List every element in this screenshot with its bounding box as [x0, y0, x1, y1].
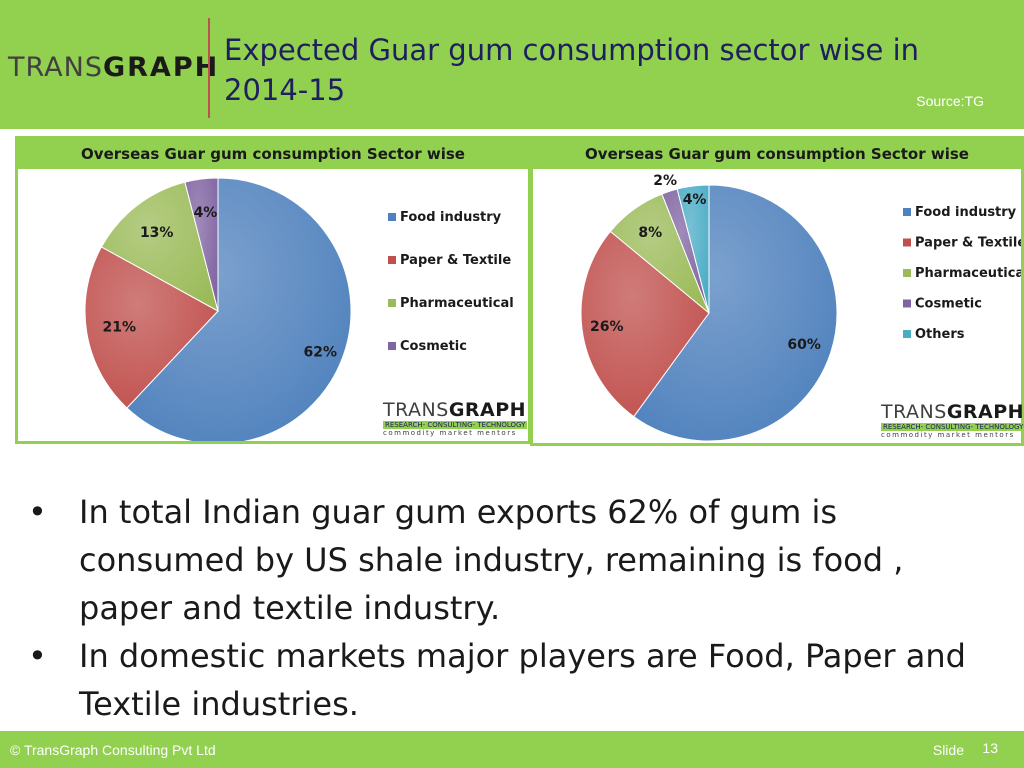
legend-swatch — [388, 256, 396, 264]
legend-swatch — [903, 208, 911, 216]
data-label: 62% — [304, 344, 338, 360]
pie-chart-1: 62% 21% 13% 4% Food industry Paper & Textile P… — [84, 177, 514, 441]
data-label: 26% — [590, 319, 624, 335]
footer-slide-number: 13 — [982, 740, 998, 756]
legend-item: Food industry — [400, 210, 502, 225]
legend-swatch — [903, 269, 911, 277]
transgraph-logo: TRANSGRAPH — [8, 52, 219, 83]
chart-logo: TRANSGRAPH RESEARCH- CONSULTING- TECHNOL… — [383, 399, 528, 437]
chart-logo-subline: commodity market mentors — [383, 429, 517, 437]
pie-slice-pharmaceutical — [100, 181, 219, 312]
slide-title: Expected Guar gum consumption sector wis… — [224, 33, 920, 107]
footer-copyright: © TransGraph Consulting Pvt Ltd — [10, 742, 216, 758]
chart-panel-overseas-1: Overseas Guar gum consumption Sector wis… — [15, 136, 531, 444]
legend-swatch — [903, 238, 911, 247]
pie-slice-food-industry — [633, 184, 838, 442]
legend-swatch — [903, 330, 911, 338]
chart-logo-light: TRANS — [881, 401, 947, 423]
bullet-list: In total Indian guar gum exports 62% of … — [28, 488, 988, 728]
chart-logo-tagline: RESEARCH- CONSULTING- TECHNOLOGY — [881, 423, 1024, 431]
chart-logo-bold: GRAPH — [448, 399, 527, 421]
legend-item: Others — [915, 327, 965, 342]
data-label: 13% — [140, 225, 174, 241]
data-label: 21% — [102, 320, 136, 336]
legend-swatch — [903, 299, 911, 308]
chart-logo-tagline: RESEARCH- CONSULTING- TECHNOLOGY — [383, 421, 528, 429]
legend-item: Food industry — [915, 205, 1017, 220]
bullet-item: In domestic markets major players are Fo… — [28, 632, 988, 728]
data-label: 2% — [653, 173, 677, 189]
chart-panel-overseas-2: Overseas Guar gum consumption Sector wis… — [530, 136, 1024, 446]
pie-slice-food-industry — [126, 177, 352, 441]
data-label: 4% — [194, 205, 218, 221]
legend-item: Paper & Textile — [400, 253, 511, 268]
chart-title: Overseas Guar gum consumption Sector wis… — [18, 139, 528, 169]
legend-item: Pharmaceutical — [400, 296, 514, 311]
legend-item: Cosmetic — [400, 339, 467, 354]
pie-slice-paper-textile — [84, 246, 219, 409]
chart-logo-bold: GRAPH — [946, 401, 1024, 423]
pie-slice-others — [676, 184, 710, 314]
pie-slice-cosmetic — [184, 177, 219, 312]
header-bar: TRANSGRAPH Expected Guar gum consumption… — [0, 0, 1024, 129]
footer-slide-label: Slide — [932, 742, 964, 758]
chart-logo-subline: commodity market mentors — [881, 431, 1015, 439]
chart-logo-light: TRANS — [383, 399, 449, 421]
data-label: 60% — [787, 337, 821, 353]
footer-bar: © TransGraph Consulting Pvt Ltd Slide 13 — [0, 731, 1024, 768]
legend-swatch — [388, 299, 396, 307]
logo-light-text: TRANS — [8, 52, 103, 83]
source-note: Source:TG — [916, 93, 984, 109]
data-label: 8% — [638, 225, 662, 241]
legend-item: Cosmetic — [915, 297, 982, 312]
logo-bold-text: GRAPH — [102, 52, 220, 83]
pie-slice-paper-textile — [580, 230, 710, 418]
chart-logo: TRANSGRAPH RESEARCH- CONSULTING- TECHNOL… — [881, 401, 1024, 439]
legend-item: Pharmaceutical — [915, 266, 1021, 281]
pie-chart-2: 60% 26% 8% 2% 4% Food industry Paper & Textile… — [580, 173, 1021, 442]
legend-swatch — [388, 213, 396, 221]
data-label: 4% — [683, 192, 707, 208]
bullet-item: In total Indian guar gum exports 62% of … — [28, 488, 988, 632]
header-divider — [208, 18, 210, 118]
chart-title: Overseas Guar gum consumption Sector wis… — [533, 139, 1021, 169]
legend-swatch — [388, 342, 396, 350]
legend-item: Paper & Textile — [915, 236, 1021, 251]
